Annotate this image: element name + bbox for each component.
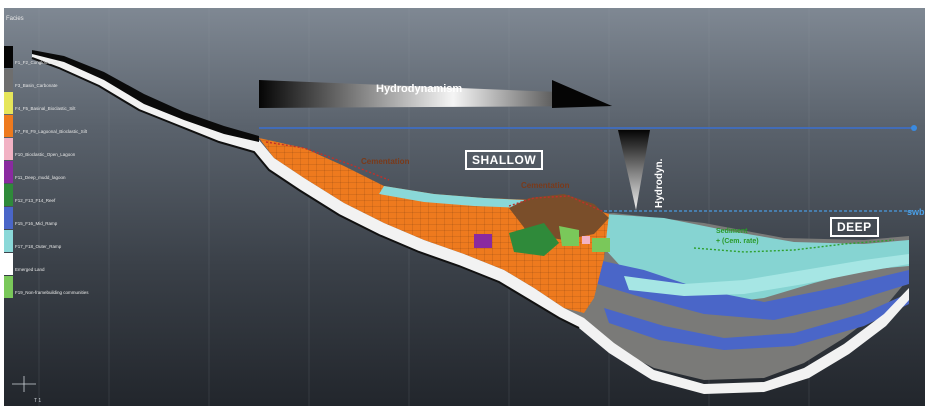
legend-swatch — [4, 161, 13, 183]
legend-label: F15_F16_Mid_Ramp — [15, 221, 58, 226]
legend-row: F12_F13_F14_Reef — [4, 184, 74, 206]
legend-row: F7_F8_F9_Lagoonal_Bioclastic_Silt — [4, 115, 87, 137]
legend-label: F12_F13_F14_Reef — [15, 198, 56, 203]
reef-green-1 — [509, 223, 559, 256]
sea-level-marker — [911, 125, 917, 131]
hydrodynamism-shape — [259, 80, 612, 108]
cementation-label-1: Cementation — [361, 157, 410, 166]
legend-swatch — [4, 276, 13, 298]
legend-label: F10_Bioclastic_Open_Lagoon — [15, 152, 76, 157]
swb-label: swb — [907, 207, 925, 217]
legend-title: Facies — [6, 16, 24, 22]
axis-label: T 1 — [34, 398, 41, 404]
legend-label: F7_F8_F9_Lagoonal_Bioclastic_Silt — [15, 129, 88, 134]
legend-row: F15_F16_Mid_Ramp — [4, 207, 74, 229]
reef-green-2 — [559, 226, 579, 246]
slope-white-bed — [32, 50, 909, 394]
legend-row: F10_Bioclastic_Open_Lagoon — [4, 138, 76, 160]
legend-label: F11_Deep_mudd_lagoon — [15, 175, 66, 180]
legend-row: F11_Deep_mudd_lagoon — [4, 161, 74, 183]
outer-ramp-body — [604, 214, 909, 304]
legend-label: Emerged Land — [15, 267, 45, 272]
legend-swatch — [4, 138, 13, 160]
hydrodynamism-label: Hydrodynamism — [376, 83, 462, 95]
legend-row: F4_F5_Basinal_Bioclastic_Silt — [4, 92, 76, 114]
slope-dark-underline — [31, 57, 580, 329]
legend-swatch — [4, 46, 13, 68]
legend-row: F17_F18_Outer_Ramp — [4, 230, 74, 252]
slope-black-bed — [32, 50, 259, 142]
legend-swatch — [4, 115, 13, 137]
legend-label: F17_F18_Outer_Ramp — [15, 244, 62, 249]
mid-ramp-band-2 — [604, 293, 909, 350]
legend-label: F3_Basin_Carbonate — [15, 83, 58, 88]
deep-lagoon-patch — [474, 234, 492, 248]
hydrodyn-label: Hydrodyn. — [654, 158, 665, 208]
legend-swatch — [4, 184, 13, 206]
legend-row: F1_F2_Conglomerate — [4, 46, 74, 68]
legend-row: F3_Basin_Carbonate — [4, 69, 74, 91]
shallow-label: SHALLOW — [472, 153, 537, 167]
legend-swatch — [4, 69, 13, 91]
sediment-green-line — [693, 239, 895, 253]
legend-label: F4_F5_Basinal_Bioclastic_Silt — [15, 106, 76, 111]
legend-label: F19_Non-framebuilding communities — [15, 290, 89, 295]
hydrodyn-triangle — [618, 130, 650, 210]
axis-gizmo — [12, 376, 36, 392]
legend-row: F19_Non-framebuilding communities — [4, 276, 89, 298]
legend-swatch — [4, 207, 13, 229]
sediment-label-line1: Sediment — [716, 228, 748, 235]
sediment-label-line2: + (Cem. rate) — [716, 238, 759, 245]
open-lagoon-patch — [582, 236, 590, 244]
legend-swatch — [4, 230, 13, 252]
hydrodynamism-shape-right — [552, 80, 612, 108]
outer-ramp-band-2 — [624, 254, 909, 296]
mid-ramp-band-1 — [589, 258, 909, 320]
stratigraphic-section: Hydrodynamism Hydrodyn. Cementation Ceme… — [12, 8, 925, 406]
open-lagoon-band — [379, 186, 524, 208]
cementation-label-2: Cementation — [521, 181, 570, 190]
legend-label: F1_F2_Conglomerate — [15, 60, 59, 65]
deep-label: DEEP — [837, 220, 872, 234]
deep-label-box: DEEP — [830, 217, 879, 237]
legend-swatch — [4, 92, 13, 114]
model-viewport: Hydrodynamism Hydrodyn. Cementation Ceme… — [4, 8, 925, 406]
legend-row: Emerged Land — [4, 253, 74, 275]
legend-swatch — [4, 253, 13, 275]
shallow-label-box: SHALLOW — [465, 150, 544, 170]
cementation-line-2 — [508, 195, 605, 213]
non-framebuilding-patch — [592, 238, 610, 252]
